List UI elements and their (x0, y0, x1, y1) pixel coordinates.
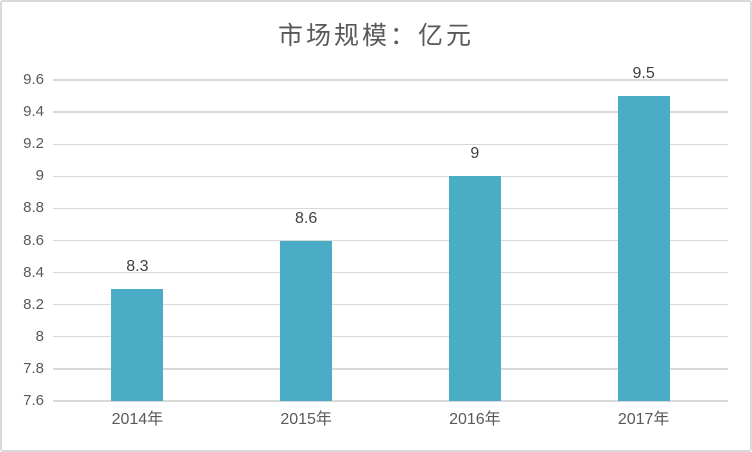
x-tick-label: 2017年 (617, 411, 670, 428)
gridline (53, 368, 728, 370)
gridline (53, 175, 728, 177)
x-tick-label: 2015年 (280, 411, 332, 428)
y-tick-label: 9.6 (23, 71, 44, 88)
data-label: 9.5 (632, 65, 655, 83)
y-tick-label: 9 (35, 167, 44, 185)
x-axis-line (53, 400, 728, 402)
y-tick-label: 7.8 (23, 359, 44, 377)
data-label: 8.3 (126, 257, 149, 275)
data-label: 9 (470, 145, 480, 163)
x-tick-label: 2016年 (449, 411, 501, 428)
y-tick-label: 8.2 (23, 295, 44, 313)
bar-2017年 (617, 96, 670, 401)
gridline (53, 79, 728, 81)
y-tick-label: 8.8 (23, 199, 44, 217)
y-tick-label: 7.6 (23, 392, 44, 409)
gridline (53, 143, 728, 145)
gridline (53, 239, 728, 242)
bar-2016年 (448, 176, 501, 401)
y-tick-label: 8.6 (23, 231, 44, 249)
y-tick-label: 8 (35, 327, 44, 345)
gridline (53, 271, 728, 274)
y-tick-label: 9.4 (23, 103, 44, 121)
gridline (53, 111, 728, 113)
y-tick-label: 8.4 (23, 263, 44, 281)
bar-2015年 (280, 240, 333, 401)
gridline (53, 304, 728, 306)
x-tick-label: 2014年 (111, 411, 164, 428)
plot-area: 8.3 8.6 9 9.5 (53, 65, 728, 402)
chart-title: 市场规模：亿元 (277, 22, 474, 50)
gridline (53, 336, 728, 338)
y-tick-label: 9.2 (23, 135, 44, 153)
bar-2014年 (111, 288, 164, 401)
gridline (53, 207, 728, 210)
data-label: 8.6 (295, 209, 318, 227)
